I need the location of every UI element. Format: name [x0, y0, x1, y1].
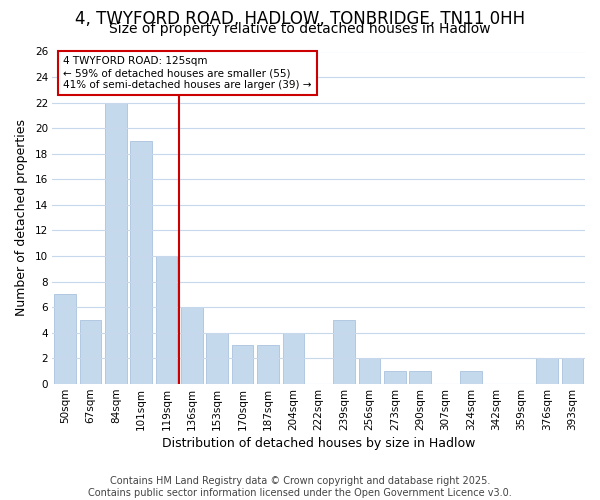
- Bar: [384, 371, 406, 384]
- Bar: [536, 358, 558, 384]
- Bar: [460, 371, 482, 384]
- Text: Size of property relative to detached houses in Hadlow: Size of property relative to detached ho…: [109, 22, 491, 36]
- Bar: [333, 320, 355, 384]
- Bar: [156, 256, 177, 384]
- Text: 4 TWYFORD ROAD: 125sqm
← 59% of detached houses are smaller (55)
41% of semi-det: 4 TWYFORD ROAD: 125sqm ← 59% of detached…: [63, 56, 311, 90]
- Bar: [359, 358, 380, 384]
- Bar: [54, 294, 76, 384]
- Bar: [206, 332, 228, 384]
- Bar: [257, 346, 279, 384]
- Y-axis label: Number of detached properties: Number of detached properties: [15, 119, 28, 316]
- Bar: [409, 371, 431, 384]
- Text: Contains HM Land Registry data © Crown copyright and database right 2025.
Contai: Contains HM Land Registry data © Crown c…: [88, 476, 512, 498]
- Bar: [130, 141, 152, 384]
- Bar: [80, 320, 101, 384]
- Bar: [105, 102, 127, 384]
- Bar: [181, 307, 203, 384]
- Bar: [283, 332, 304, 384]
- Bar: [232, 346, 253, 384]
- X-axis label: Distribution of detached houses by size in Hadlow: Distribution of detached houses by size …: [162, 437, 475, 450]
- Text: 4, TWYFORD ROAD, HADLOW, TONBRIDGE, TN11 0HH: 4, TWYFORD ROAD, HADLOW, TONBRIDGE, TN11…: [75, 10, 525, 28]
- Bar: [562, 358, 583, 384]
